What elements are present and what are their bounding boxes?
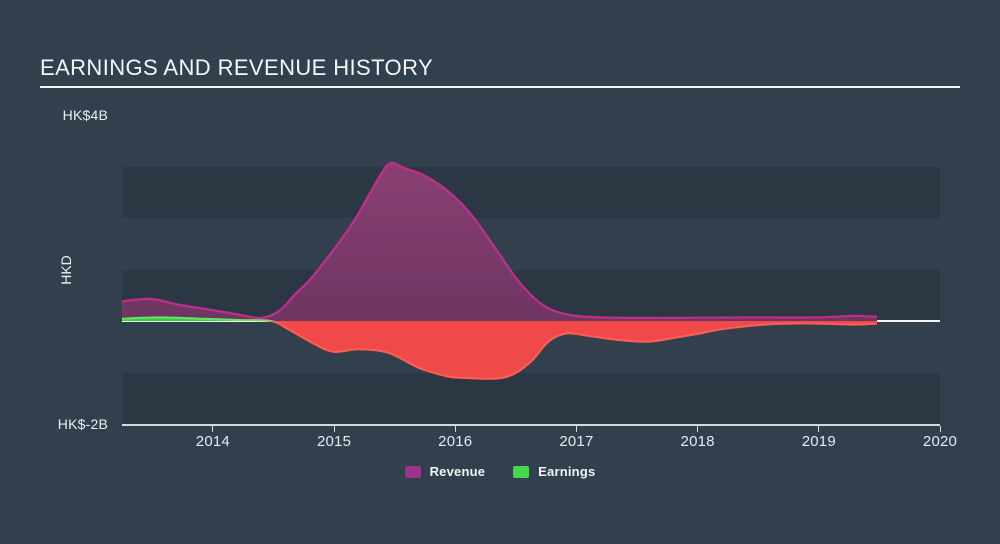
legend-item-earnings[interactable]: Earnings — [513, 464, 595, 479]
x-tick-label: 2020 — [922, 433, 958, 450]
x-axis-line — [122, 424, 940, 426]
x-tick-label: 2019 — [801, 433, 836, 450]
x-tick-label: 2017 — [559, 433, 594, 450]
x-tick — [697, 426, 699, 432]
y-axis-unit-label: HKD — [58, 255, 74, 285]
x-tick — [939, 426, 941, 432]
x-tick — [333, 426, 335, 432]
y-axis-max-label: HK$4B — [62, 107, 108, 123]
plot-area[interactable] — [121, 115, 940, 424]
chart-title-underline: EARNINGS AND REVENUE HISTORY — [40, 57, 960, 88]
page-title: EARNINGS AND REVENUE HISTORY — [40, 55, 434, 80]
x-tick — [818, 426, 820, 432]
earnings-area-negative — [122, 321, 877, 379]
x-tick-label: 2018 — [680, 433, 715, 450]
x-tick-label: 2016 — [438, 433, 473, 450]
revenue-swatch-icon — [404, 465, 421, 478]
chart-canvas[interactable] — [121, 115, 940, 424]
legend-item-revenue[interactable]: Revenue — [404, 464, 486, 479]
legend-earnings-label: Earnings — [538, 464, 596, 479]
y-axis-min-label: HK$-2B — [57, 416, 108, 432]
revenue-area — [122, 162, 877, 321]
chart-legend: Revenue Earnings — [0, 464, 1000, 479]
earnings-area-positive — [122, 317, 877, 321]
x-tick-label: 2014 — [195, 433, 230, 450]
legend-revenue-label: Revenue — [429, 464, 486, 479]
x-tick — [212, 426, 214, 432]
x-tick-label: 2015 — [316, 433, 352, 450]
revenue-line — [121, 161, 878, 320]
earnings-line-negative — [239, 321, 878, 380]
x-tick — [454, 426, 456, 432]
earnings-swatch-icon — [513, 465, 530, 478]
x-tick — [575, 426, 577, 432]
